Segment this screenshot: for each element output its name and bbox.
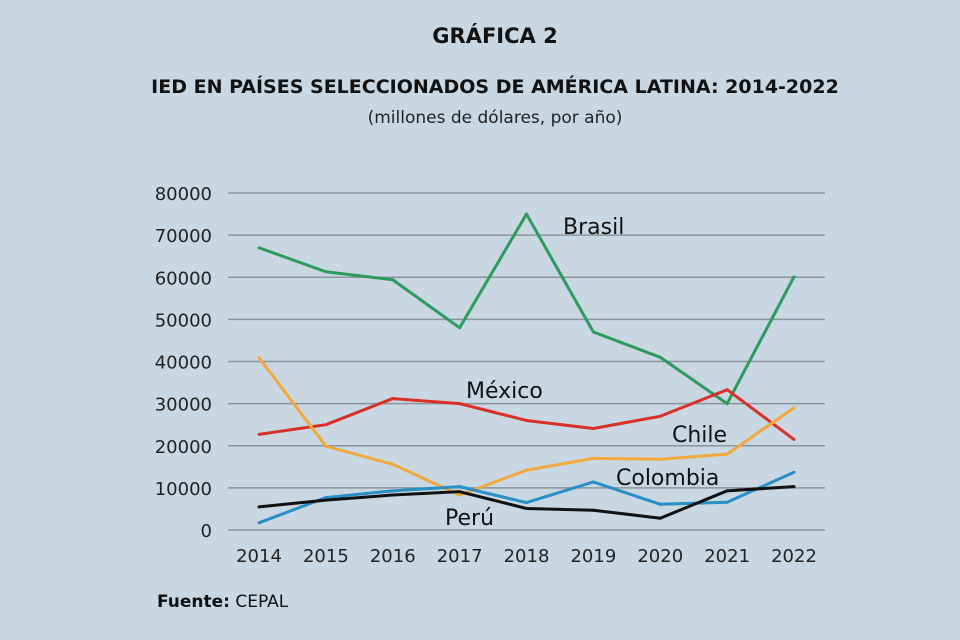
data-point xyxy=(591,480,595,484)
data-point xyxy=(458,485,462,489)
data-point xyxy=(525,468,528,472)
y-tick-label: 60000 xyxy=(155,268,212,289)
source-note: Fuente: CEPAL xyxy=(157,592,288,612)
data-point xyxy=(658,502,662,506)
data-point xyxy=(792,406,796,410)
source-value: CEPAL xyxy=(235,592,289,612)
data-point xyxy=(658,414,662,418)
data-point xyxy=(391,397,395,401)
data-point xyxy=(458,490,462,494)
data-point xyxy=(792,437,796,441)
data-point xyxy=(458,402,462,406)
data-point xyxy=(792,485,796,489)
data-point xyxy=(591,426,595,430)
data-point xyxy=(324,496,328,500)
data-point xyxy=(525,212,528,216)
chart-title: IED EN PAÍSES SELECCIONADOS DE AMÉRICA L… xyxy=(151,76,839,98)
x-tick-label: 2016 xyxy=(370,546,416,567)
data-point xyxy=(324,270,328,274)
data-point xyxy=(257,505,261,509)
data-point xyxy=(257,521,261,525)
data-point xyxy=(725,402,729,406)
data-point xyxy=(725,489,729,493)
y-tick-label: 20000 xyxy=(155,437,212,458)
chart-subtitle: (millones de dólares, por año) xyxy=(367,108,623,128)
data-point xyxy=(324,498,328,502)
x-tick-label: 2014 xyxy=(236,546,282,567)
series-line-brasil xyxy=(258,212,796,406)
x-tick-label: 2017 xyxy=(437,546,483,567)
series-label: México xyxy=(466,379,543,404)
series-label: Colombia xyxy=(616,466,719,491)
data-point xyxy=(725,388,729,392)
data-point xyxy=(257,432,261,436)
data-point xyxy=(725,452,729,456)
x-tick-label: 2019 xyxy=(570,546,616,567)
data-point xyxy=(458,493,462,497)
x-tick-label: 2022 xyxy=(771,546,817,567)
series-label: Perú xyxy=(445,506,494,531)
data-point xyxy=(257,356,261,360)
y-tick-label: 50000 xyxy=(155,310,212,331)
data-point xyxy=(391,493,395,497)
y-tick-label: 40000 xyxy=(155,353,212,374)
x-tick-label: 2015 xyxy=(303,546,349,567)
data-point xyxy=(725,500,729,504)
x-tick-label: 2021 xyxy=(704,546,750,567)
data-point xyxy=(324,444,328,448)
series-label: Chile xyxy=(672,423,727,448)
data-point xyxy=(591,330,595,334)
y-tick-label: 0 xyxy=(201,521,212,542)
series-label: Brasil xyxy=(563,215,624,240)
source-label: Fuente: xyxy=(157,592,230,612)
data-point xyxy=(792,275,796,279)
data-point xyxy=(658,355,662,359)
y-tick-label: 70000 xyxy=(155,226,212,247)
x-tick-label: 2018 xyxy=(504,546,550,567)
y-tick-label: 80000 xyxy=(155,184,212,205)
data-point xyxy=(591,508,595,512)
x-tick-label: 2020 xyxy=(637,546,683,567)
data-point xyxy=(792,470,796,474)
data-point xyxy=(525,418,528,422)
data-point xyxy=(525,501,528,505)
data-point xyxy=(525,507,528,511)
data-point xyxy=(257,246,261,250)
y-tick-label: 10000 xyxy=(155,479,212,500)
data-point xyxy=(658,457,662,461)
data-point xyxy=(591,456,595,460)
data-point xyxy=(458,326,462,330)
data-point xyxy=(391,462,395,466)
data-point xyxy=(391,489,395,493)
chart-number: GRÁFICA 2 xyxy=(432,24,558,48)
data-point xyxy=(391,278,395,282)
y-tick-label: 30000 xyxy=(155,395,212,416)
data-point xyxy=(324,423,328,427)
data-point xyxy=(658,516,662,520)
